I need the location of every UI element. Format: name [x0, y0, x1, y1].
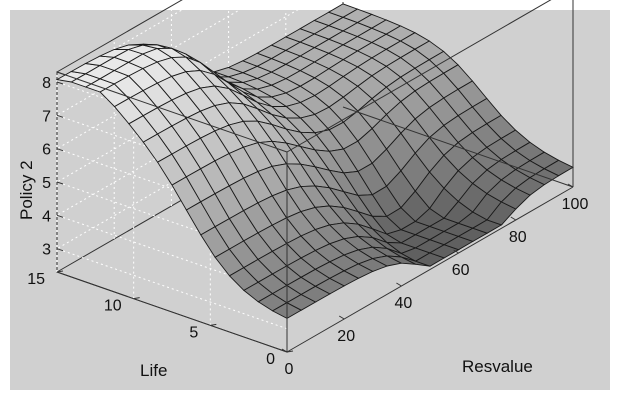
y-tick-label: 5 [189, 324, 198, 341]
z-tick-label: 8 [42, 75, 51, 92]
x-tick [510, 216, 517, 221]
y-tick-label: 0 [266, 351, 275, 368]
z-grid-line [55, 83, 344, 330]
box-edge [56, 271, 288, 353]
z-tick [56, 214, 64, 218]
z-axis-label: Policy 2 [17, 160, 36, 220]
box-edge [286, 186, 574, 353]
x-tick-label: 20 [337, 328, 355, 345]
y-tick-label: 10 [104, 298, 122, 315]
z-tick [56, 181, 64, 185]
x-axis-label: Resvalue [462, 357, 533, 376]
box-edge [342, 106, 574, 188]
box-edge [286, 0, 552, 153]
y-tick [56, 270, 64, 273]
z-tick-label: 4 [42, 208, 51, 225]
z-tick-label: 3 [42, 242, 51, 259]
surface-patch [543, 159, 574, 177]
x-tick-label: 0 [285, 361, 294, 378]
y-axis-label: Life [140, 361, 167, 380]
z-tick-label: 7 [42, 108, 51, 125]
y-tick-label: 15 [27, 271, 45, 288]
x-tick-label: 40 [395, 295, 413, 312]
box-edge [56, 71, 288, 153]
z-tick [56, 248, 64, 252]
z-tick [56, 81, 64, 85]
x-tick [281, 348, 288, 353]
x-tick [567, 183, 574, 188]
z-tick [56, 114, 64, 118]
x-tick [453, 249, 459, 254]
y-tick [133, 297, 140, 300]
z-tick-label: 6 [42, 142, 51, 159]
x-tick-label: 80 [509, 229, 527, 246]
z-tick [56, 148, 64, 152]
axis-labels: Resvalue Life Policy 2 [17, 160, 533, 380]
y-tick [210, 323, 217, 326]
z-tick-label: 5 [42, 175, 51, 192]
axes-front: 0 20 40 60 80 100 0 5 10 15 3 4 5 6 7 8 [27, 0, 588, 378]
x-tick-label: 100 [562, 196, 589, 213]
y-tick [286, 350, 294, 353]
x-tick [396, 282, 402, 287]
x-tick-label: 60 [452, 262, 470, 279]
surface-mesh [55, 3, 574, 319]
x-tick [338, 315, 345, 320]
